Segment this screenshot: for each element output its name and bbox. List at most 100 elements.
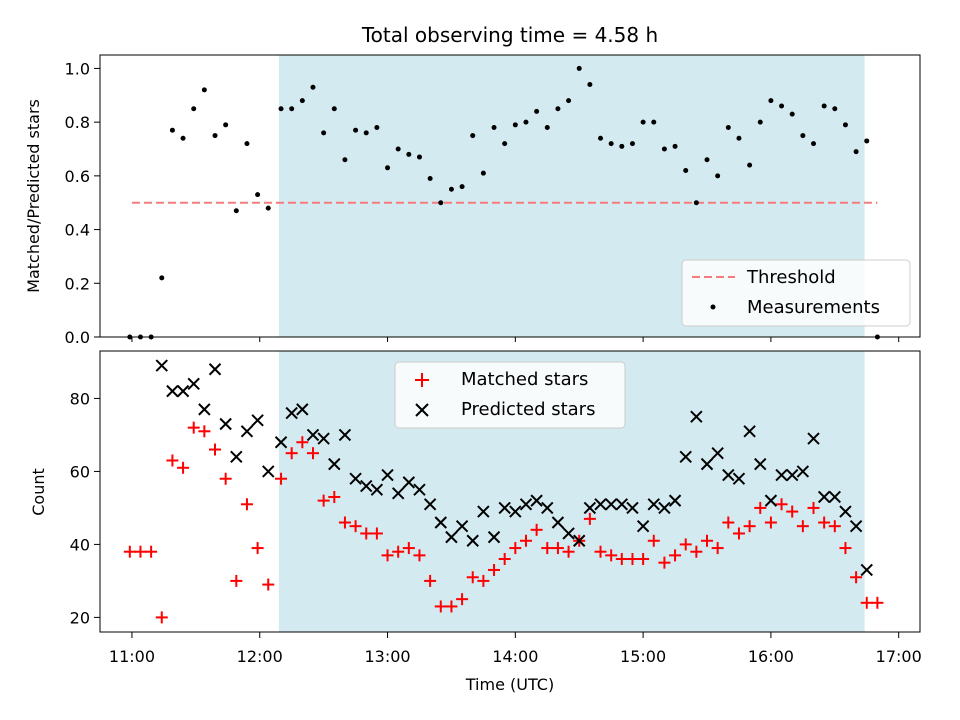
predicted-star-marker xyxy=(391,487,405,500)
matched-star-marker xyxy=(541,542,554,555)
matched-star-marker xyxy=(134,545,147,558)
bottom-ytick-label: 80 xyxy=(70,389,90,408)
matched-star-marker xyxy=(562,545,575,558)
measurement-point xyxy=(438,200,444,206)
xtick-label: 15:00 xyxy=(620,647,666,666)
measurement-point xyxy=(353,127,359,133)
predicted-star-marker xyxy=(306,428,320,442)
predicted-star-marker xyxy=(445,530,458,544)
measurement-point xyxy=(480,170,486,176)
predicted-star-marker xyxy=(176,384,190,398)
measurement-point xyxy=(566,98,572,104)
predicted-star-marker xyxy=(285,406,298,420)
predicted-star-marker xyxy=(487,530,501,544)
matched-star-marker xyxy=(328,490,341,503)
measurement-point xyxy=(800,133,806,139)
predicted-star-marker xyxy=(583,501,597,515)
matched-star-marker xyxy=(701,534,714,547)
matched-star-marker xyxy=(262,578,275,591)
top-y-axis-label: Matched/Predicted stars xyxy=(24,99,43,293)
measurement-point xyxy=(331,106,337,112)
matched-star-marker xyxy=(434,600,447,613)
matched-star-marker xyxy=(679,538,692,551)
matched-star-marker xyxy=(145,545,158,558)
measurement-point xyxy=(672,143,678,149)
predicted-star-marker xyxy=(349,472,362,485)
measurement-point xyxy=(255,192,261,198)
predicted-star-marker xyxy=(498,501,511,515)
measurement-point xyxy=(779,103,785,109)
bottom-ytick-label: 20 xyxy=(70,608,90,627)
measurement-point xyxy=(789,111,795,117)
predicted-star-marker xyxy=(208,363,222,376)
measurement-point xyxy=(619,143,625,149)
predicted-star-marker xyxy=(658,501,671,515)
bottom-plot-frame xyxy=(99,350,921,633)
measurement-point xyxy=(321,130,327,136)
measurement-point xyxy=(736,135,742,141)
measurement-point xyxy=(385,165,391,171)
matched-star-marker xyxy=(187,421,200,434)
measurement-point xyxy=(502,141,508,147)
matched-star-marker xyxy=(509,542,522,555)
predicted-star-marker xyxy=(647,498,660,511)
measurement-point xyxy=(608,141,614,147)
predicted-star-marker xyxy=(423,498,437,511)
matched-star-marker xyxy=(285,447,298,460)
bottom-panel: 20 40 60 80 11:00 12:00 13:00 14:00 15:00 16:00 1… xyxy=(29,350,922,694)
predicted-star-marker xyxy=(679,450,692,464)
predicted-star-marker xyxy=(198,403,211,416)
measurement-point xyxy=(640,119,646,125)
measurement-point xyxy=(715,173,721,179)
matched-star-marker xyxy=(796,520,809,533)
legend-measurements-label: Measurements xyxy=(747,297,880,318)
matched-star-marker xyxy=(123,545,136,558)
top-ytick-label: 0.6 xyxy=(65,167,90,186)
xtick-label: 13:00 xyxy=(364,647,410,666)
predicted-star-marker xyxy=(413,483,426,496)
predicted-star-marker xyxy=(360,479,373,493)
measurement-point xyxy=(159,275,165,281)
legend-matched-label: Matched stars xyxy=(461,369,588,390)
x-axis-label: Time (UTC) xyxy=(465,675,554,694)
xtick-label: 11:00 xyxy=(109,647,155,666)
measurement-point xyxy=(821,103,827,109)
matched-star-marker xyxy=(530,523,543,536)
xtick-label: 17:00 xyxy=(876,647,922,666)
predicted-star-marker xyxy=(743,425,756,438)
measurement-point xyxy=(212,133,218,139)
predicted-star-marker xyxy=(519,498,533,511)
measurement-point xyxy=(416,154,422,160)
predicted-star-marker xyxy=(594,498,607,511)
measurement-point xyxy=(768,98,774,104)
measurement-point xyxy=(459,184,465,190)
predicted-star-marker xyxy=(626,501,639,515)
predicted-star-marker xyxy=(839,505,852,518)
legend-threshold-label: Threshold xyxy=(746,267,836,288)
predicted-star-marker xyxy=(754,457,767,471)
measurement-point xyxy=(289,106,295,112)
measurement-point xyxy=(864,138,870,144)
predicted-star-marker xyxy=(636,519,650,533)
matched-star-marker xyxy=(251,542,264,555)
measurement-point xyxy=(363,130,369,136)
measurement-point xyxy=(587,82,593,88)
measurement-point xyxy=(693,200,699,206)
matched-star-marker xyxy=(488,563,501,576)
matched-star-marker xyxy=(764,516,777,529)
predicted-star-marker xyxy=(764,494,778,507)
matched-star-marker xyxy=(381,549,394,562)
matched-star-marker xyxy=(860,596,873,609)
matched-star-marker xyxy=(647,534,660,547)
matched-star-marker xyxy=(519,534,532,547)
predicted-star-marker xyxy=(296,403,309,416)
matched-star-marker xyxy=(786,505,799,518)
matched-star-marker xyxy=(360,527,373,540)
predicted-star-marker xyxy=(817,490,831,504)
predicted-star-marker xyxy=(381,468,394,482)
predicted-star-marker xyxy=(402,476,416,489)
xtick-label: 14:00 xyxy=(492,647,538,666)
measurement-point xyxy=(233,208,239,214)
predicted-star-marker xyxy=(509,505,522,518)
predicted-star-marker xyxy=(796,465,810,478)
